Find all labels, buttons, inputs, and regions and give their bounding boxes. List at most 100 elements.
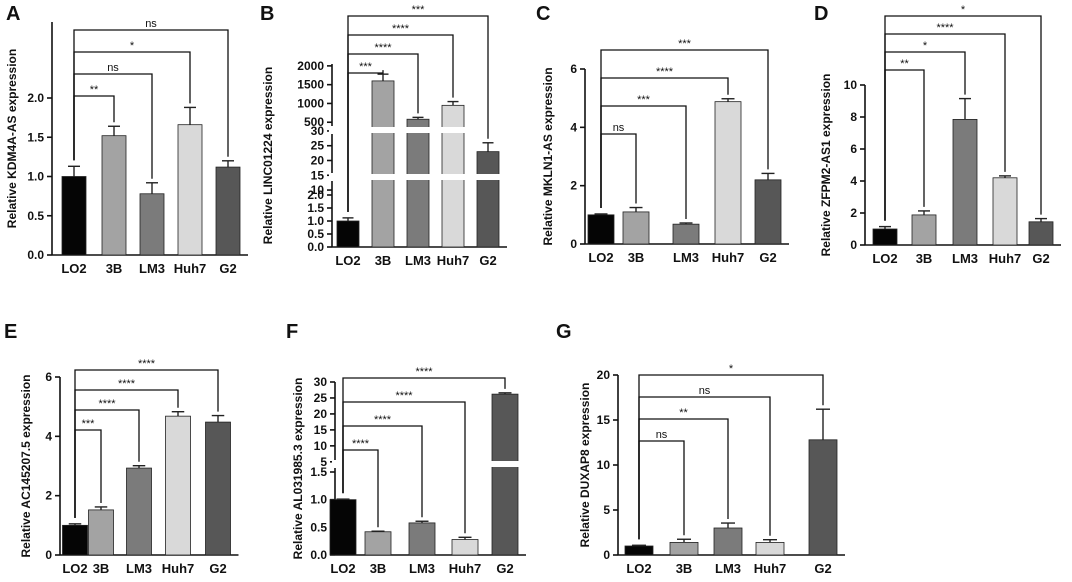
significance-bracket (600, 77, 729, 208)
y-axis-label: Relative DUXAP8 expression (578, 383, 592, 548)
bar-g2 (808, 439, 838, 556)
panel-letter: F (286, 321, 298, 343)
y-tick-label: 1.0 (310, 493, 327, 507)
bar-g2 (491, 393, 519, 556)
significance-label: * (729, 363, 734, 375)
bar-lo2 (624, 545, 654, 556)
x-tick-label: G2 (814, 561, 831, 576)
panel-letter: D (814, 3, 828, 25)
x-tick-label: LM3 (139, 261, 165, 276)
y-tick-label: 25 (314, 391, 328, 405)
y-tick-label: 8 (850, 110, 857, 124)
y-tick-label: 500 (304, 115, 324, 129)
y-tick-label: 1.5 (27, 130, 44, 144)
y-tick-label: 1.5 (307, 201, 324, 215)
x-tick-label: LM3 (952, 251, 978, 266)
y-tick-label: 2 (570, 179, 577, 193)
x-tick-label: LO2 (62, 561, 87, 576)
bar-g2 (754, 179, 782, 245)
significance-label: *** (82, 418, 96, 430)
panel-letter: A (6, 3, 20, 25)
y-tick-label: 1500 (297, 78, 324, 92)
y-tick-label: 2 (850, 206, 857, 220)
bar-3b (911, 214, 937, 246)
significance-bracket (73, 51, 191, 161)
y-tick-label: 1.0 (27, 170, 44, 184)
significance-bracket (884, 15, 1042, 221)
significance-label: **** (392, 23, 410, 35)
bar-lm3 (408, 522, 436, 556)
significance-bracket (600, 49, 769, 208)
bar-lm3 (139, 193, 165, 256)
significance-label: ** (90, 84, 99, 96)
significance-bracket (638, 396, 771, 540)
significance-label: **** (395, 390, 413, 402)
significance-label: **** (352, 438, 370, 450)
significance-bracket (638, 440, 685, 540)
x-tick-label: LO2 (335, 253, 360, 268)
bar-huh7 (992, 177, 1018, 246)
y-tick-label: 0.5 (310, 520, 327, 534)
y-tick-label: 2000 (297, 59, 324, 73)
significance-bracket (347, 15, 489, 212)
bar-g2 (476, 151, 500, 248)
significance-label: ns (145, 18, 157, 30)
bar-lm3 (952, 119, 978, 246)
y-tick-label: 0 (570, 237, 577, 251)
significance-bracket (600, 133, 637, 208)
significance-label: ns (699, 385, 711, 397)
y-tick-label: 6 (850, 142, 857, 156)
x-tick-label: G2 (759, 250, 776, 265)
y-tick-label: 1.5 (310, 465, 327, 479)
y-tick-label: 5 (603, 503, 610, 517)
y-tick-label: 30 (311, 124, 325, 138)
significance-label: ns (656, 429, 668, 441)
bar-lo2 (329, 499, 357, 556)
x-tick-label: 3B (916, 251, 933, 266)
significance-label: **** (118, 378, 136, 390)
y-tick-label: 0.5 (27, 209, 44, 223)
x-tick-label: Huh7 (449, 561, 482, 576)
panel-letter: G (556, 321, 572, 343)
bar-lo2 (336, 220, 360, 248)
significance-label: ns (107, 62, 119, 74)
significance-bracket (73, 29, 229, 161)
bar-huh7 (451, 539, 479, 556)
x-tick-label: 3B (93, 561, 110, 576)
x-tick-label: Huh7 (437, 253, 470, 268)
significance-label: **** (138, 358, 156, 370)
y-tick-label: 0.5 (307, 227, 324, 241)
panel-letter: E (4, 321, 17, 343)
significance-label: * (130, 40, 135, 52)
y-tick-label: 5 (320, 455, 327, 469)
y-tick-label: 0.0 (27, 248, 44, 262)
y-axis-label: Relative MKLN1-AS expression (541, 67, 555, 245)
y-tick-label: 6 (570, 62, 577, 76)
bar-lm3 (406, 118, 430, 248)
y-tick-label: 2 (45, 489, 52, 503)
significance-label: *** (637, 94, 651, 106)
y-axis-label: Relative ZFPM2-AS1 expression (819, 74, 833, 257)
chart-panel-d: D Relative ZFPM2-AS1 expression 0 2 4 6 8 10 LO2… (814, 3, 1061, 266)
bar-huh7 (714, 101, 742, 245)
y-tick-label: 20 (311, 154, 325, 168)
bar-lo2 (587, 214, 615, 245)
significance-label: * (923, 40, 928, 52)
y-tick-label: 4 (570, 120, 577, 134)
x-tick-label: 3B (676, 561, 693, 576)
y-tick-label: 1000 (297, 96, 324, 110)
significance-label: **** (374, 42, 392, 54)
y-tick-label: 15 (311, 168, 325, 182)
significance-bracket (342, 377, 506, 494)
x-tick-label: G2 (219, 261, 236, 276)
x-tick-label: 3B (106, 261, 123, 276)
x-tick-label: LO2 (61, 261, 86, 276)
y-tick-label: 20 (597, 368, 611, 382)
bar-huh7 (755, 542, 785, 556)
bar-3b (364, 531, 392, 556)
bar-lm3 (713, 527, 743, 556)
bar-lm3 (672, 223, 700, 245)
x-tick-label: G2 (1032, 251, 1049, 266)
y-tick-label: 10 (314, 439, 328, 453)
